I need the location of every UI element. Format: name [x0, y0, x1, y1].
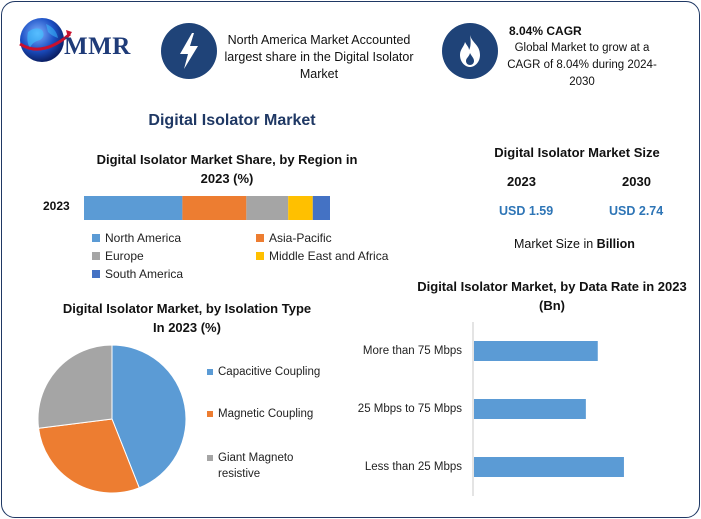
- region-bar-segment-south-america: [312, 196, 330, 220]
- legend-asia-pacific: Asia-Pacific: [256, 231, 332, 245]
- size-year-2030: 2030: [622, 174, 651, 189]
- legend-north-america: North America: [92, 231, 181, 245]
- pie-slice-capacitive-coupling: [111, 344, 187, 489]
- legend-swatch: [92, 252, 100, 260]
- globe-logo-icon: [19, 18, 72, 62]
- legend-swatch: [207, 455, 213, 461]
- region-bar-segment-europe: [246, 196, 289, 220]
- datarate-bar-1: [474, 341, 598, 361]
- legend-swatch: [256, 252, 264, 260]
- flame-icon: [460, 35, 480, 67]
- region-chart-title: Digital Isolator Market Share, by Region…: [96, 152, 358, 186]
- region-stacked-bar: [84, 196, 330, 220]
- pie-legend-magnetic: Magnetic Coupling: [207, 406, 338, 422]
- isolation-chart-title: Digital Isolator Market, by Isolation Ty…: [62, 301, 312, 335]
- north-america-share-text: North America Market Accounted largest s…: [224, 33, 414, 81]
- region-bar-segment-middle-east-and-africa: [288, 196, 313, 220]
- legend-swatch: [207, 369, 213, 375]
- datarate-bar-2: [474, 399, 586, 419]
- datarate-chart-title: Digital Isolator Market, by Data Rate in…: [417, 279, 687, 313]
- cagr-title: 8.04% CAGR: [509, 24, 582, 38]
- region-bar-segment-asia-pacific: [182, 196, 247, 220]
- lightning-icon: [180, 33, 198, 69]
- legend-europe: Europe: [92, 249, 144, 263]
- legend-swatch: [92, 270, 100, 278]
- datarate-bar-3: [474, 457, 624, 477]
- size-value-2030: USD 2.74: [609, 204, 664, 218]
- datarate-bar-chart: [472, 322, 624, 496]
- pie-legend-gmr: Giant Magneto resistive: [207, 450, 310, 482]
- market-size-note: Market Size in Billion: [514, 237, 635, 251]
- region-year-label: 2023: [43, 199, 70, 213]
- market-size-title: Digital Isolator Market Size: [494, 145, 660, 160]
- legend-swatch: [256, 234, 264, 242]
- legend-south-america: South America: [92, 267, 183, 281]
- pie-slice-magnetic-coupling: [38, 418, 140, 494]
- lightning-badge: [161, 23, 217, 79]
- region-bar-segment-north-america: [84, 196, 183, 220]
- size-value-2023: USD 1.59: [499, 204, 554, 218]
- pie-legend-capacitive: Capacitive Coupling: [207, 364, 338, 380]
- isolation-pie-chart: [37, 344, 187, 494]
- legend-swatch: [92, 234, 100, 242]
- legend-mea: Middle East and Africa: [256, 249, 388, 263]
- logo-text: MMR: [64, 33, 131, 60]
- pie-slice-giant-magneto-resistive: [37, 344, 113, 429]
- legend-swatch: [207, 411, 213, 417]
- size-year-2023: 2023: [507, 174, 536, 189]
- datarate-label-75plus: More than 75 Mbps: [362, 345, 462, 357]
- cagr-text: Global Market to grow at a CAGR of 8.04%…: [507, 42, 657, 88]
- datarate-label-under25: Less than 25 Mbps: [364, 461, 462, 473]
- datarate-label-25-75: 25 Mbps to 75 Mbps: [357, 403, 462, 415]
- main-title: Digital Isolator Market: [148, 112, 316, 129]
- flame-badge: [442, 23, 498, 79]
